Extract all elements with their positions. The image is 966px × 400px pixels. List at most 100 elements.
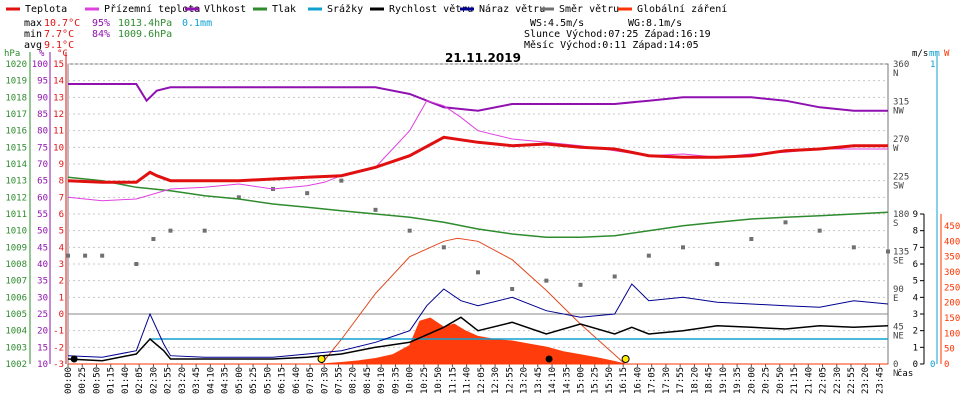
sunset-marker: [621, 355, 630, 363]
ws-value: WS:4.5m/s: [530, 18, 584, 29]
temperature-tick: 9: [59, 160, 64, 170]
avg-label: avg: [24, 40, 42, 51]
temperature-tick: 2: [59, 277, 64, 287]
radiation-tick: 200: [944, 299, 960, 309]
pressure-tick: 1018: [5, 93, 27, 103]
pressure-tick: 1010: [5, 227, 27, 237]
pressure-tick: 1019: [5, 77, 27, 87]
time-tick: 10:50: [434, 367, 444, 394]
direction-point: [66, 253, 70, 258]
wind-tick: 5: [913, 277, 918, 287]
wind-tick: 6: [913, 260, 918, 270]
time-tick: 18:45: [705, 367, 715, 394]
direction-name: N: [893, 369, 898, 379]
moon-times: Měsíc Východ:0:11 Západ:14:05: [524, 39, 699, 51]
direction-point: [817, 228, 822, 233]
time-tick: 07:55: [334, 367, 344, 394]
temperature-tick: 10: [53, 143, 64, 153]
min-hum: 84%: [92, 29, 110, 40]
direction-tick: 315: [893, 98, 909, 108]
time-tick: 10:25: [420, 367, 430, 394]
direction-tick: 0: [893, 360, 898, 370]
direction-name: N: [893, 69, 898, 79]
temperature-tick: -1: [53, 327, 64, 337]
direction-point: [168, 228, 173, 233]
radiation-tick: 50: [944, 345, 955, 355]
legend-label: Přízemní teplota: [104, 3, 200, 15]
direction-name: NW: [893, 107, 904, 117]
direction-point: [202, 228, 207, 233]
time-tick: 02:30: [149, 367, 159, 394]
direction-point: [783, 220, 788, 225]
temperature-tick: -3: [53, 360, 64, 370]
pressure-tick: 1014: [5, 160, 27, 170]
pressure-tick: 1002: [5, 360, 27, 370]
time-tick: 12:55: [505, 367, 515, 394]
pressure-tick: 1012: [5, 193, 27, 203]
max-temp: 10.7°C: [44, 18, 80, 29]
time-tick: 15:25: [591, 367, 601, 394]
humidity-tick: 95: [37, 77, 48, 87]
direction-point: [134, 262, 139, 266]
time-tick: 08:45: [363, 367, 373, 394]
time-tick: 14:10: [548, 367, 558, 394]
time-tick: 06:40: [292, 367, 302, 394]
temperature-unit: °C: [57, 49, 68, 59]
pressure-tick: 1005: [5, 310, 27, 320]
time-tick: 22:05: [819, 367, 829, 394]
series-naraz-vetru: [67, 283, 889, 358]
time-tick: 14:35: [562, 367, 572, 394]
direction-point: [715, 262, 720, 266]
direction-name: SE: [893, 257, 904, 267]
direction-point: [681, 245, 685, 250]
legend-label: Vlhkost: [204, 4, 246, 15]
time-tick: 01:40: [121, 367, 131, 394]
plot-area: [66, 83, 890, 365]
time-tick: 11:15: [448, 367, 458, 394]
radiation-tick: 0: [944, 360, 949, 370]
humidity-tick: 70: [37, 160, 48, 170]
temperature-tick: 1: [59, 293, 64, 303]
time-tick: 15:00: [577, 367, 587, 394]
time-tick: 00:00: [64, 367, 74, 394]
time-tick: 22:30: [833, 367, 843, 394]
sunrise-marker: [317, 355, 326, 363]
time-tick: 03:20: [178, 367, 188, 394]
time-tick: 15:50: [605, 367, 615, 394]
humidity-tick: 35: [37, 277, 48, 287]
time-tick: 04:35: [221, 367, 231, 394]
wind-tick: 9: [913, 210, 918, 220]
avg-temp: 9.1°C: [44, 40, 74, 51]
humidity-tick: 55: [37, 210, 48, 220]
time-tick: 05:00: [235, 367, 245, 394]
legend-label: Tlak: [272, 4, 296, 15]
direction-point: [83, 253, 88, 258]
time-tick: 17:55: [676, 367, 686, 394]
time-tick: 03:45: [192, 367, 202, 394]
time-tick: 17:30: [662, 367, 672, 394]
time-tick: 11:40: [463, 367, 473, 394]
pressure-tick: 1017: [5, 110, 27, 120]
direction-point: [544, 278, 549, 283]
pressure-tick: 1009: [5, 243, 27, 253]
pressure-tick: 1007: [5, 277, 27, 287]
series-rychlost-vetru: [67, 316, 889, 362]
time-tick: 20:00: [747, 367, 757, 394]
direction-point: [612, 274, 617, 279]
direction-tick: 135: [893, 248, 909, 258]
max-press: 1013.4hPa: [118, 18, 172, 29]
time-tick: 02:05: [135, 367, 145, 394]
legend-label: Teplota: [25, 4, 67, 15]
humidity-tick: 50: [37, 227, 48, 237]
time-tick: 09:35: [391, 367, 401, 394]
radiation-tick: 450: [944, 222, 960, 232]
chart-title: 21.11.2019: [445, 51, 521, 65]
series-tlak: [67, 176, 889, 239]
direction-point: [476, 270, 480, 275]
wind-tick: 7: [913, 243, 918, 253]
direction-point: [339, 178, 344, 183]
max-hum: 95%: [92, 18, 110, 29]
axes: 1020101910181017101610151014101310121011…: [4, 49, 960, 394]
